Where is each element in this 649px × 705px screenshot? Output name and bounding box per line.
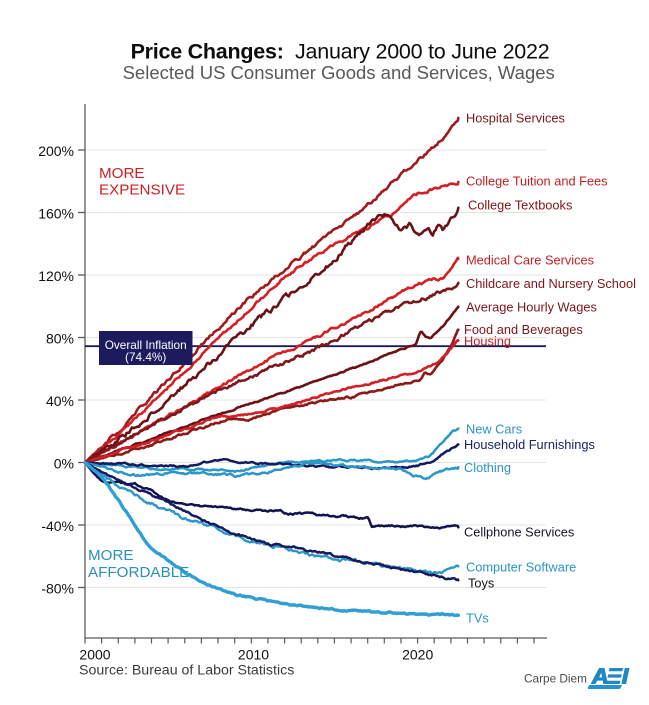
svg-text:Carpe Diem: Carpe Diem [524, 672, 587, 686]
svg-text:-80%: -80% [41, 581, 74, 597]
svg-text:Computer Software: Computer Software [466, 560, 576, 575]
svg-text:Food and Beverages: Food and Beverages [464, 322, 583, 337]
svg-text:80%: 80% [46, 331, 74, 347]
svg-text:Overall Inflation: Overall Inflation [105, 338, 187, 352]
svg-text:TVs: TVs [466, 611, 489, 626]
svg-text:Source: Bureau of Labor Statis: Source: Bureau of Labor Statistics [79, 663, 294, 679]
svg-text:0%: 0% [54, 456, 74, 472]
svg-text:New Cars: New Cars [466, 422, 522, 437]
svg-text:Housing: Housing [464, 334, 511, 349]
svg-text:2020: 2020 [402, 647, 433, 663]
svg-text:Hospital Services: Hospital Services [466, 111, 565, 126]
svg-text:Price Changes: January 2000 t: Price Changes: January 2000 to June 2022 [131, 39, 550, 63]
svg-text:Toys: Toys [468, 576, 494, 591]
svg-text:Cellphone Services: Cellphone Services [464, 525, 574, 540]
svg-text:40%: 40% [46, 393, 74, 409]
svg-text:Childcare and Nursery School: Childcare and Nursery School [466, 276, 636, 291]
svg-text:(74.4%): (74.4%) [125, 350, 166, 364]
svg-text:MORE: MORE [99, 165, 145, 182]
svg-text:MORE: MORE [88, 547, 134, 564]
svg-text:120%: 120% [38, 268, 74, 284]
svg-text:-40%: -40% [41, 518, 74, 534]
svg-text:Selected US Consumer Goods and: Selected US Consumer Goods and Services,… [123, 62, 555, 83]
svg-text:College Tuition and Fees: College Tuition and Fees [466, 174, 608, 189]
svg-text:EXPENSIVE: EXPENSIVE [99, 182, 185, 199]
svg-text:AFFORDABLE: AFFORDABLE [88, 564, 189, 581]
svg-text:160%: 160% [38, 206, 74, 222]
svg-text:Medical Care Services: Medical Care Services [466, 253, 594, 268]
svg-text:College Textbooks: College Textbooks [468, 198, 572, 213]
svg-text:200%: 200% [38, 143, 74, 159]
svg-text:Average Hourly Wages: Average Hourly Wages [466, 300, 597, 315]
svg-text:2010: 2010 [238, 647, 269, 663]
svg-text:Clothing: Clothing [464, 460, 511, 475]
svg-text:2000: 2000 [79, 647, 110, 663]
svg-text:Household Furnishings: Household Furnishings [464, 437, 595, 452]
